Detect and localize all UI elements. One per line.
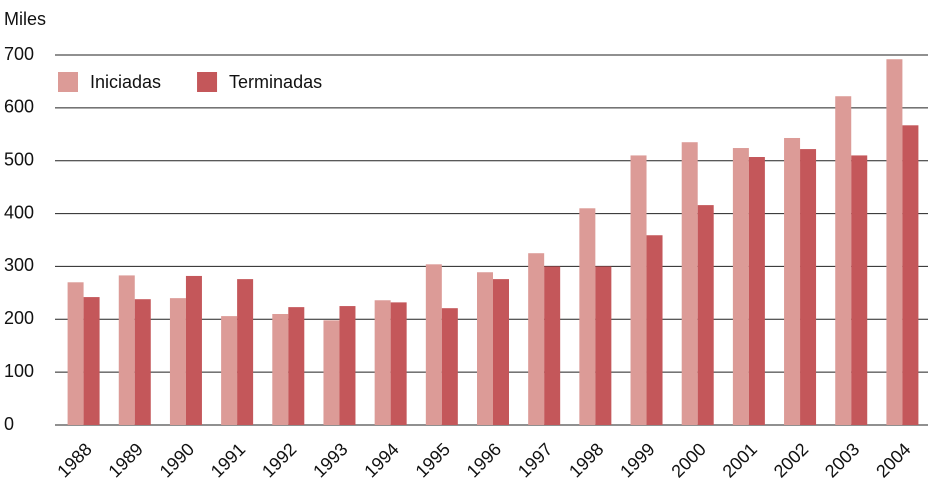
bar [221, 316, 238, 425]
y-tick-label: 400 [4, 202, 34, 222]
bar [390, 302, 407, 425]
x-tick-label: 1992 [258, 439, 300, 478]
bar [134, 299, 151, 425]
y-tick-label: 600 [4, 97, 34, 117]
bar [630, 155, 647, 425]
bar [681, 142, 698, 425]
y-tick-label: 100 [4, 361, 34, 381]
x-tick-label: 1991 [207, 439, 249, 478]
bar [118, 275, 135, 425]
x-tick-label: 1988 [53, 439, 95, 478]
bar [441, 308, 458, 425]
bar [544, 266, 561, 425]
legend-swatch [197, 72, 218, 92]
bar [493, 279, 509, 425]
bar [784, 137, 801, 425]
bar [374, 300, 391, 425]
y-tick-label: 500 [4, 149, 34, 169]
bar [425, 264, 442, 425]
x-tick-label: 2003 [821, 439, 863, 478]
bar [477, 272, 493, 425]
x-tick-label: 1995 [412, 439, 454, 478]
y-tick-label: 0 [4, 414, 14, 434]
x-tick-label: 1996 [463, 439, 505, 478]
bar [697, 205, 714, 425]
bar [237, 279, 254, 425]
x-tick-label: 1990 [156, 439, 198, 478]
bar [886, 59, 903, 425]
bar [67, 282, 84, 425]
y-axis-title: Miles [4, 9, 46, 29]
bar [851, 155, 868, 425]
x-tick-label: 1993 [309, 439, 351, 478]
bar [835, 96, 852, 425]
x-tick-label: 2002 [770, 439, 812, 478]
bar [646, 235, 663, 425]
bar [595, 266, 612, 425]
y-tick-label: 700 [4, 44, 34, 64]
bar [339, 306, 356, 425]
bar [323, 320, 340, 425]
legend-swatch [58, 72, 78, 92]
bar [902, 125, 919, 426]
bar [288, 307, 305, 425]
bar [185, 275, 202, 425]
bar [169, 298, 186, 425]
x-tick-label: 1998 [565, 439, 607, 478]
x-tick-label: 1994 [360, 439, 402, 478]
x-tick-label: 1989 [104, 439, 146, 478]
x-tick-label: 2004 [872, 439, 914, 478]
bar [272, 314, 289, 425]
bar [83, 297, 100, 425]
y-tick-label: 300 [4, 255, 34, 275]
bar [579, 208, 596, 425]
x-tick-label: 2000 [667, 439, 709, 478]
bar [732, 148, 749, 425]
bar [748, 157, 765, 425]
x-tick-label: 1997 [514, 439, 556, 478]
x-tick-label: 2001 [719, 439, 761, 478]
y-tick-label: 200 [4, 308, 34, 328]
bar [528, 253, 545, 425]
x-tick-label: 1999 [616, 439, 658, 478]
legend-label: Iniciadas [90, 72, 161, 92]
bar [800, 149, 817, 426]
legend-label: Terminadas [229, 72, 322, 92]
